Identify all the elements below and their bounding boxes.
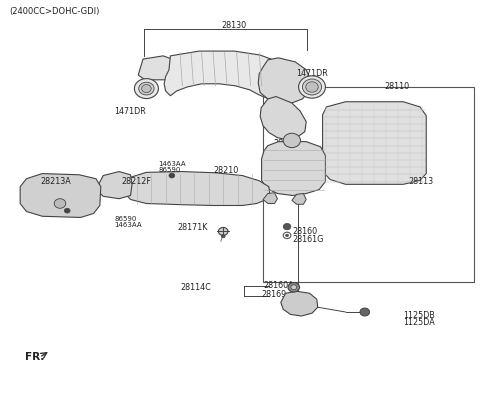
Polygon shape — [124, 172, 270, 205]
Text: 86590: 86590 — [158, 166, 181, 173]
Polygon shape — [262, 142, 325, 196]
Polygon shape — [260, 97, 306, 140]
Circle shape — [306, 82, 318, 92]
Text: 1125DA: 1125DA — [403, 318, 435, 327]
Circle shape — [283, 232, 291, 239]
Text: (2400CC>DOHC-GDI): (2400CC>DOHC-GDI) — [10, 7, 100, 16]
Text: 1471DR: 1471DR — [297, 69, 328, 78]
Text: FR.: FR. — [25, 352, 44, 362]
Polygon shape — [96, 172, 132, 199]
Polygon shape — [263, 193, 277, 203]
Text: 1463AA: 1463AA — [158, 160, 186, 167]
Text: 1463AA: 1463AA — [114, 221, 142, 228]
Text: 1125DB: 1125DB — [403, 311, 435, 320]
Text: 28171K: 28171K — [178, 223, 208, 232]
Text: 28115L: 28115L — [274, 139, 303, 148]
Polygon shape — [281, 291, 318, 316]
Bar — [263, 87, 474, 282]
Circle shape — [299, 76, 325, 98]
Circle shape — [283, 133, 300, 148]
Circle shape — [283, 223, 291, 230]
Text: 28110: 28110 — [384, 83, 409, 91]
Polygon shape — [20, 174, 101, 217]
Text: 86590: 86590 — [114, 215, 137, 222]
Text: 28160: 28160 — [293, 227, 318, 236]
Circle shape — [221, 235, 225, 238]
Text: 1471DR: 1471DR — [114, 107, 146, 116]
Text: 28161G: 28161G — [293, 235, 324, 244]
Circle shape — [302, 79, 322, 95]
Polygon shape — [258, 58, 311, 103]
Polygon shape — [164, 51, 295, 99]
Circle shape — [286, 234, 288, 237]
Text: 28169: 28169 — [262, 290, 287, 299]
Circle shape — [54, 199, 66, 208]
Circle shape — [169, 173, 175, 178]
Circle shape — [142, 85, 151, 93]
Text: 28113: 28113 — [408, 177, 433, 186]
Polygon shape — [292, 194, 306, 204]
Circle shape — [134, 79, 158, 99]
Text: 28114C: 28114C — [180, 283, 211, 292]
Text: 28130: 28130 — [222, 21, 247, 30]
Polygon shape — [138, 56, 174, 80]
Circle shape — [360, 308, 370, 316]
Text: 28160A: 28160A — [263, 281, 294, 290]
Circle shape — [64, 208, 70, 213]
Circle shape — [291, 285, 297, 290]
Text: 28212F: 28212F — [121, 177, 151, 186]
Circle shape — [139, 82, 154, 95]
Text: 28213A: 28213A — [41, 177, 72, 186]
Polygon shape — [323, 102, 426, 184]
Circle shape — [288, 282, 300, 292]
Text: 28210: 28210 — [214, 166, 239, 175]
Circle shape — [218, 227, 228, 235]
